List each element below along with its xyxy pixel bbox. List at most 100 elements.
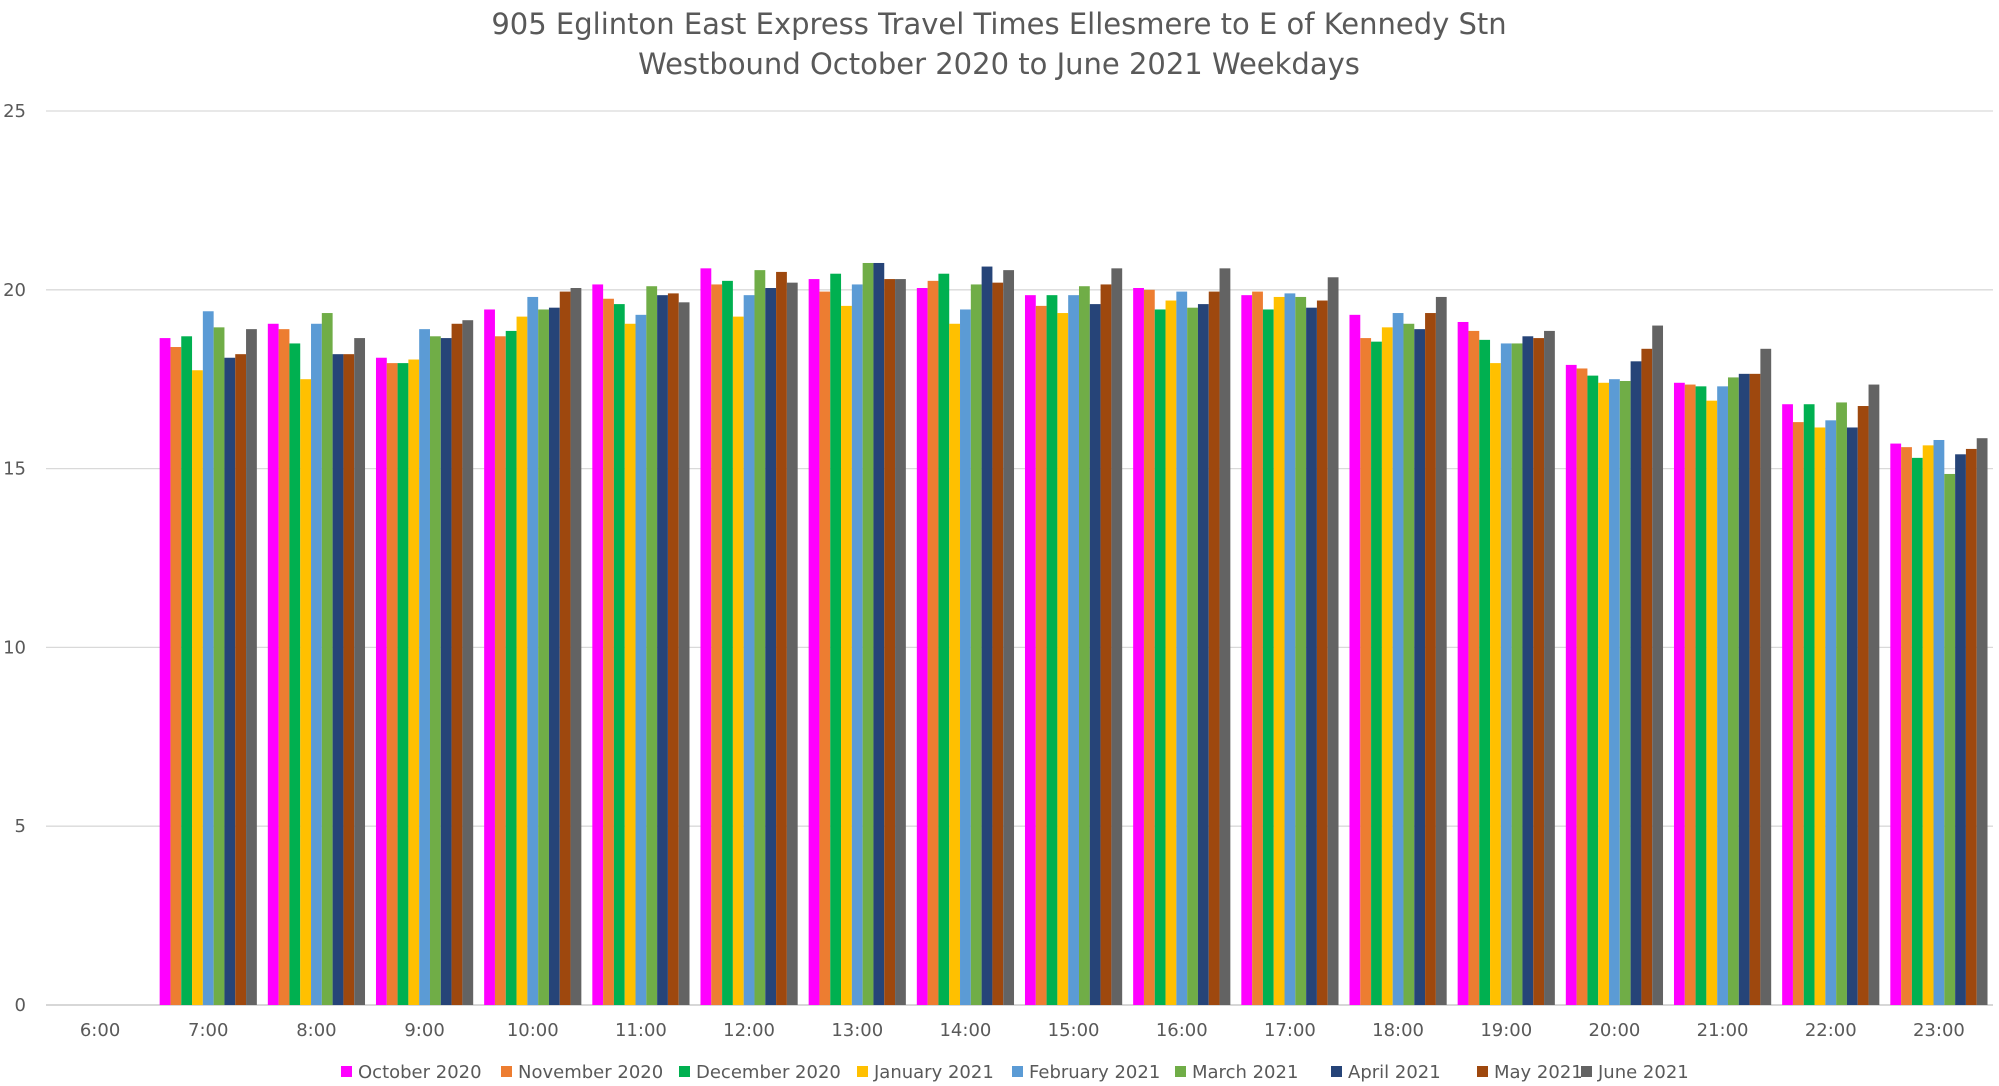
bar xyxy=(1911,457,1923,1005)
bar xyxy=(1403,323,1415,1005)
legend-swatch xyxy=(501,1066,512,1077)
bar xyxy=(1695,386,1707,1006)
legend-label: April 2021 xyxy=(1348,1062,1441,1083)
series-february-2021 xyxy=(202,284,1945,1006)
bar xyxy=(1273,296,1285,1005)
bar xyxy=(1944,473,1956,1006)
bar xyxy=(1068,295,1079,1005)
bar xyxy=(570,288,582,1005)
bar xyxy=(841,305,852,1005)
bar xyxy=(235,354,247,1005)
chart-title-line-1: 905 Eglinton East Express Travel Times E… xyxy=(491,7,1506,41)
legend-swatch xyxy=(1477,1066,1488,1077)
x-tick-label: 8:00 xyxy=(296,1020,336,1041)
bar xyxy=(1035,305,1047,1005)
bar xyxy=(873,262,885,1006)
bar xyxy=(808,279,820,1005)
bar xyxy=(246,329,257,1005)
bar xyxy=(1825,420,1837,1005)
bar xyxy=(1349,314,1361,1006)
x-tick-label: 13:00 xyxy=(831,1020,883,1041)
bar xyxy=(484,309,495,1006)
bar xyxy=(408,359,420,1005)
bar xyxy=(1306,307,1317,1005)
bar xyxy=(700,268,712,1006)
bar xyxy=(1890,443,1902,1005)
bar xyxy=(646,286,658,1006)
bar xyxy=(1641,348,1653,1005)
legend-swatch xyxy=(1581,1066,1592,1077)
bar xyxy=(429,336,441,1005)
bar xyxy=(451,323,463,1005)
bar xyxy=(1392,313,1404,1005)
bar xyxy=(1490,363,1501,1005)
bar xyxy=(1316,300,1328,1005)
bar xyxy=(1414,329,1426,1005)
legend-swatch xyxy=(857,1066,868,1077)
bar xyxy=(192,370,203,1005)
bar xyxy=(613,304,625,1006)
bar xyxy=(1197,304,1209,1006)
bar xyxy=(1208,291,1220,1006)
bar xyxy=(960,309,971,1006)
legend-label: December 2020 xyxy=(696,1062,841,1083)
bar xyxy=(1792,422,1804,1005)
bar xyxy=(678,302,690,1005)
x-tick-label: 7:00 xyxy=(188,1020,228,1041)
x-tick-label: 18:00 xyxy=(1372,1020,1424,1041)
bar xyxy=(635,314,647,1006)
bar xyxy=(1749,373,1761,1006)
bar xyxy=(1371,341,1382,1005)
bar xyxy=(181,336,193,1005)
bar xyxy=(592,284,604,1005)
bar xyxy=(494,336,506,1005)
x-tick-label: 12:00 xyxy=(723,1020,775,1041)
x-tick-label: 10:00 xyxy=(507,1020,559,1041)
bar xyxy=(1024,295,1036,1005)
x-axis: 6:00 7:00 8:00 9:00 10:00 11:00 12:00 13:00 14:0… xyxy=(80,1020,1965,1041)
bar xyxy=(1673,382,1685,1005)
bar xyxy=(1738,373,1750,1006)
bar xyxy=(1901,447,1912,1005)
bar xyxy=(1814,427,1826,1006)
series-january-2021 xyxy=(192,296,1934,1006)
bar xyxy=(1565,364,1577,1005)
series-june-2021 xyxy=(246,268,1988,1006)
bar xyxy=(949,323,961,1005)
bar xyxy=(1327,277,1339,1005)
bar xyxy=(927,280,939,1005)
bar xyxy=(527,296,539,1005)
bar xyxy=(1598,382,1610,1005)
bar xyxy=(1576,368,1588,1006)
bar xyxy=(1965,448,1977,1005)
series-october-2020 xyxy=(159,268,1902,1006)
bar xyxy=(765,288,777,1005)
bar xyxy=(1479,339,1491,1005)
bar xyxy=(548,307,560,1005)
legend-label: November 2020 xyxy=(518,1062,663,1083)
bar xyxy=(603,298,614,1005)
bar xyxy=(1457,321,1469,1006)
bar xyxy=(884,279,896,1005)
legend-label: June 2021 xyxy=(1597,1062,1689,1083)
y-tick-label: 5 xyxy=(15,816,26,837)
bar xyxy=(1922,445,1934,1005)
bar xyxy=(538,309,549,1006)
bar xyxy=(776,271,787,1005)
legend: October 2020 November 2020 December 2020 Ja… xyxy=(341,1062,1689,1083)
x-tick-label: 14:00 xyxy=(939,1020,991,1041)
x-tick-label: 17:00 xyxy=(1264,1020,1316,1041)
bar xyxy=(1003,270,1015,1005)
bar xyxy=(1360,338,1372,1006)
legend-label: January 2021 xyxy=(873,1062,994,1083)
bar xyxy=(1100,284,1112,1005)
bar xyxy=(440,338,452,1006)
bar xyxy=(992,282,1004,1005)
bar xyxy=(559,291,571,1006)
bar xyxy=(1544,330,1555,1005)
bar xyxy=(1630,361,1642,1005)
series-april-2021 xyxy=(224,262,1966,1006)
bars xyxy=(159,262,1988,1006)
bar xyxy=(1176,291,1188,1006)
bar xyxy=(1868,384,1880,1005)
